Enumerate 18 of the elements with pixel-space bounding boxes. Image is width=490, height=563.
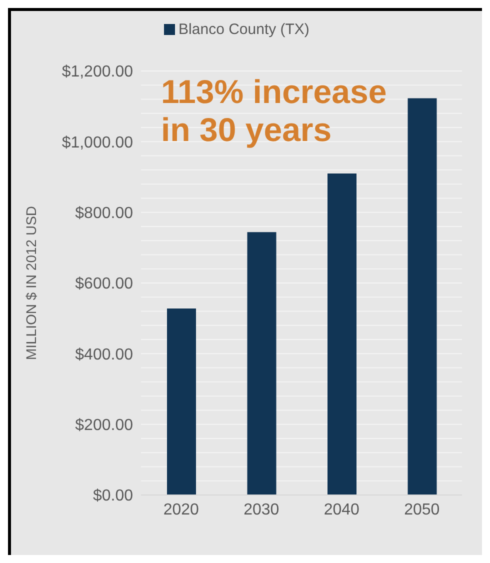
y-tick-label: $1,200.00 — [62, 64, 134, 81]
y-tick-label: $0.00 — [92, 488, 134, 505]
x-tick-label: 2040 — [324, 501, 360, 518]
bar — [408, 98, 437, 495]
y-tick-label: $200.00 — [75, 417, 134, 434]
bar — [328, 173, 356, 495]
x-tick-label: 2030 — [244, 501, 280, 518]
bar — [167, 308, 196, 495]
y-axis-title: MILLION $ IN 2012 USD — [22, 206, 39, 360]
x-tick-label: 2020 — [163, 501, 200, 518]
y-tick-label: $600.00 — [75, 276, 134, 293]
y-tick-label: $800.00 — [75, 205, 134, 222]
x-tick-label: 2050 — [404, 501, 440, 518]
y-tick-label: $1,000.00 — [62, 134, 134, 152]
y-tick-label: $400.00 — [75, 346, 134, 364]
annotation: 113% increase in 30 years — [161, 73, 388, 149]
legend-label: Blanco County (TX) — [178, 21, 310, 38]
bar — [247, 232, 276, 495]
